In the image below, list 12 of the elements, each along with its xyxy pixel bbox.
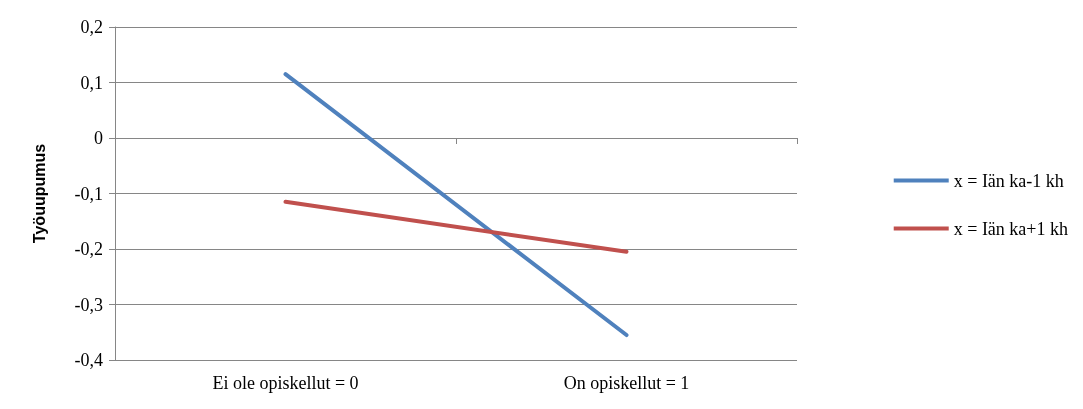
x-tick-label: Ei ole opiskellut = 0 — [212, 373, 359, 393]
legend-label: x = Iän ka-1 kh — [953, 170, 1064, 191]
y-tick-label: 0,1 — [80, 72, 103, 93]
y-axis-title: Työuupumus — [30, 143, 48, 244]
y-tick-label: -0,2 — [74, 239, 103, 259]
y-tick-label: -0,1 — [74, 183, 103, 204]
x-tick-label: On opiskellut = 1 — [563, 373, 690, 393]
legend-label: x = Iän ka+1 kh — [953, 218, 1069, 239]
y-tick-label: 0 — [94, 128, 103, 148]
y-tick-label: -0,3 — [74, 294, 103, 315]
y-tick-label: 0,2 — [80, 17, 103, 37]
y-tick-label: -0,4 — [74, 350, 103, 370]
